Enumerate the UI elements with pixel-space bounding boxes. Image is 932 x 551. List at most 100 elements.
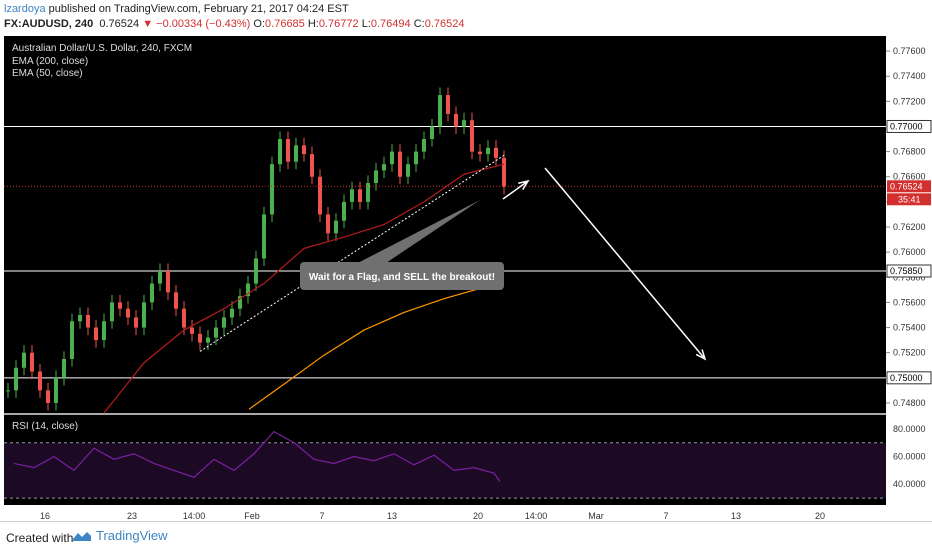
y-tick-label: 0.76800 bbox=[893, 147, 926, 157]
up-arrow-shaft bbox=[502, 180, 529, 200]
candle-down bbox=[318, 176, 322, 215]
candle-down bbox=[502, 157, 506, 187]
candle-down bbox=[30, 352, 34, 372]
candle-up bbox=[62, 358, 66, 378]
candle-up bbox=[350, 189, 354, 202]
candle-down bbox=[494, 147, 498, 158]
indicator-legend: EMA (50, close) bbox=[12, 68, 83, 79]
candle-down bbox=[182, 308, 186, 328]
candle-down bbox=[46, 390, 50, 403]
x-tick-label: Feb bbox=[244, 511, 260, 521]
x-tick-label: 16 bbox=[40, 511, 50, 521]
candle-up bbox=[406, 164, 410, 177]
candle-down bbox=[310, 154, 314, 177]
candle-up bbox=[414, 151, 418, 165]
level-tag-label: 0.75850 bbox=[890, 266, 923, 276]
candle-down bbox=[94, 327, 98, 341]
candle-up bbox=[334, 220, 338, 234]
x-tick-label: 7 bbox=[663, 511, 668, 521]
chart-canvas[interactable]: 0.77600 0.77400 0.77200 0.77000 0.76800 0.766… bbox=[0, 34, 932, 521]
y-tick-label: 0.77200 bbox=[893, 96, 926, 106]
candle-up bbox=[70, 321, 74, 359]
symbol-ohlc: FX:AUDUSD, 240 0.76524 ▼ −0.00334 (−0.43… bbox=[4, 18, 464, 30]
candle-down bbox=[286, 139, 290, 162]
candle-up bbox=[102, 321, 106, 341]
candle-up bbox=[142, 302, 146, 328]
candle-up bbox=[430, 126, 434, 140]
trendline bbox=[199, 154, 505, 352]
candle-up bbox=[78, 314, 82, 322]
candle-up bbox=[374, 170, 378, 184]
y-tick-label: 0.74800 bbox=[893, 398, 926, 408]
indicator-legend: EMA (200, close) bbox=[12, 56, 88, 67]
x-tick-label: 7 bbox=[319, 511, 324, 521]
price-change: ▼ −0.00334 (−0.43%) bbox=[142, 18, 251, 30]
annotation-pointer bbox=[350, 200, 480, 267]
x-tick-label: 20 bbox=[815, 511, 825, 521]
y-tick-label: 0.77600 bbox=[893, 46, 926, 56]
last-price-tag-box bbox=[887, 180, 931, 193]
x-tick-label: 20 bbox=[473, 511, 483, 521]
candle-up bbox=[254, 258, 258, 284]
chart-title: Australian Dollar/U.S. Dollar, 240, FXCM bbox=[12, 43, 192, 54]
y-tick-label: 0.76200 bbox=[893, 222, 926, 232]
level-tag-box bbox=[886, 264, 932, 278]
candle-up bbox=[438, 95, 442, 127]
candle-down bbox=[446, 95, 450, 114]
candle-down bbox=[38, 371, 42, 391]
candle-up bbox=[270, 164, 274, 215]
level-tag-label: 0.77000 bbox=[890, 121, 923, 131]
y-tick-label: 0.77400 bbox=[893, 71, 926, 81]
high-label: H: bbox=[307, 18, 319, 30]
created-with-label: Created with bbox=[6, 531, 74, 545]
level-tag-box bbox=[886, 119, 932, 133]
candle-up bbox=[6, 390, 10, 392]
candle-down bbox=[470, 120, 474, 152]
candle-up bbox=[238, 296, 242, 309]
candle-up bbox=[390, 151, 394, 165]
candle-down bbox=[454, 113, 458, 127]
low-value: 0.76494 bbox=[370, 18, 411, 30]
low-label: L: bbox=[361, 18, 371, 30]
candle-up bbox=[54, 377, 58, 403]
level-tag-label: 0.75000 bbox=[890, 373, 923, 383]
rsi-band bbox=[4, 442, 886, 499]
candle-up bbox=[366, 183, 370, 202]
rsi-y-tick-label: 60.0000 bbox=[893, 452, 926, 462]
candle-up bbox=[206, 337, 210, 343]
candle-up bbox=[22, 352, 26, 368]
candle-up bbox=[214, 327, 218, 338]
open-label: O: bbox=[253, 18, 266, 30]
candle-down bbox=[302, 145, 306, 155]
y-tick-label: 0.76000 bbox=[893, 247, 926, 257]
candle-up bbox=[230, 308, 234, 318]
open-value: 0.76685 bbox=[265, 18, 305, 30]
y-tick-label: 0.75600 bbox=[893, 297, 926, 307]
candle-up bbox=[14, 367, 18, 391]
footer: Created with TradingView bbox=[0, 521, 932, 551]
candle-up bbox=[222, 317, 226, 328]
y-tick-label: 0.76600 bbox=[893, 172, 926, 182]
published-text: published on TradingView.com, February 2… bbox=[48, 3, 349, 15]
rsi-y-tick-label: 80.0000 bbox=[893, 424, 926, 434]
candle-down bbox=[190, 327, 194, 334]
main-pane-background bbox=[4, 36, 886, 413]
tradingview-brand[interactable]: TradingView bbox=[72, 528, 168, 543]
level-tag-box bbox=[886, 371, 932, 385]
rsi-y-tick-label: 40.0000 bbox=[893, 479, 926, 489]
candle-up bbox=[422, 139, 426, 152]
candle-up bbox=[294, 145, 298, 162]
candle-down bbox=[198, 333, 202, 343]
down-arrow-head bbox=[695, 349, 707, 361]
candle-up bbox=[150, 283, 154, 303]
x-tick-label: 13 bbox=[387, 511, 397, 521]
x-tick-label: 14:00 bbox=[183, 511, 206, 521]
author-link[interactable]: lzardoya bbox=[4, 3, 46, 15]
rsi-title: RSI (14, close) bbox=[12, 421, 78, 432]
annotation-box bbox=[300, 262, 504, 290]
candle-down bbox=[478, 151, 482, 155]
candle-up bbox=[262, 214, 266, 259]
last-price-tag-label: 0.76524 bbox=[890, 181, 923, 191]
candle-down bbox=[398, 151, 402, 177]
candle-down bbox=[326, 214, 330, 234]
